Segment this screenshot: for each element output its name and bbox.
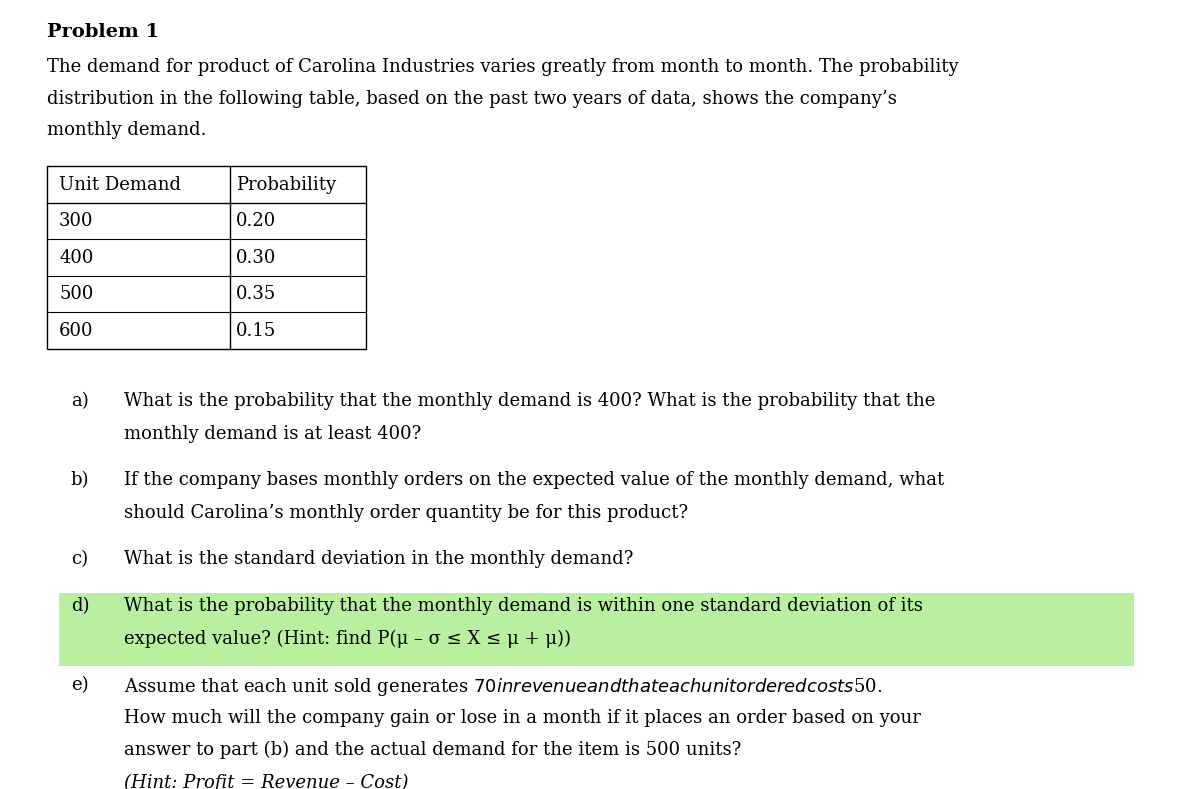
- Text: a): a): [71, 392, 89, 410]
- Text: Probability: Probability: [236, 176, 336, 193]
- Text: distribution in the following table, based on the past two years of data, shows : distribution in the following table, bas…: [47, 90, 898, 107]
- Text: monthly demand is at least 400?: monthly demand is at least 400?: [124, 424, 421, 443]
- Text: How much will the company gain or lose in a month if it places an order based on: How much will the company gain or lose i…: [124, 709, 920, 727]
- Text: 0.15: 0.15: [236, 322, 276, 339]
- Text: 0.20: 0.20: [236, 212, 276, 230]
- Text: 300: 300: [59, 212, 94, 230]
- Text: answer to part (b) and the actual demand for the item is 500 units?: answer to part (b) and the actual demand…: [124, 741, 742, 759]
- Text: 600: 600: [59, 322, 94, 339]
- Text: The demand for product of Carolina Industries varies greatly from month to month: The demand for product of Carolina Indus…: [47, 58, 959, 77]
- Text: b): b): [71, 471, 89, 489]
- Text: 500: 500: [59, 285, 94, 303]
- Text: should Carolina’s monthly order quantity be for this product?: should Carolina’s monthly order quantity…: [124, 503, 688, 522]
- Text: c): c): [71, 551, 88, 568]
- Text: Unit Demand: Unit Demand: [59, 176, 181, 193]
- Text: Assume that each unit sold generates $70 in revenue and that each unit ordered c: Assume that each unit sold generates $70…: [124, 676, 882, 698]
- Text: expected value? (Hint: find P(μ – σ ≤ X ≤ μ + μ)): expected value? (Hint: find P(μ – σ ≤ X …: [124, 630, 571, 648]
- Text: Problem 1: Problem 1: [47, 23, 160, 41]
- Text: monthly demand.: monthly demand.: [47, 121, 206, 139]
- Text: 0.30: 0.30: [236, 249, 277, 267]
- Text: If the company bases monthly orders on the expected value of the monthly demand,: If the company bases monthly orders on t…: [124, 471, 944, 489]
- Text: 400: 400: [59, 249, 94, 267]
- Text: What is the standard deviation in the monthly demand?: What is the standard deviation in the mo…: [124, 551, 634, 568]
- Text: What is the probability that the monthly demand is 400? What is the probability : What is the probability that the monthly…: [124, 392, 935, 410]
- Bar: [47, 166, 366, 349]
- Text: (Hint: Profit = Revenue – Cost): (Hint: Profit = Revenue – Cost): [124, 773, 408, 789]
- Text: What is the probability that the monthly demand is within one standard deviation: What is the probability that the monthly…: [124, 597, 923, 615]
- Text: d): d): [71, 597, 89, 615]
- Text: e): e): [71, 676, 89, 694]
- FancyBboxPatch shape: [59, 593, 1134, 666]
- Text: 0.35: 0.35: [236, 285, 276, 303]
